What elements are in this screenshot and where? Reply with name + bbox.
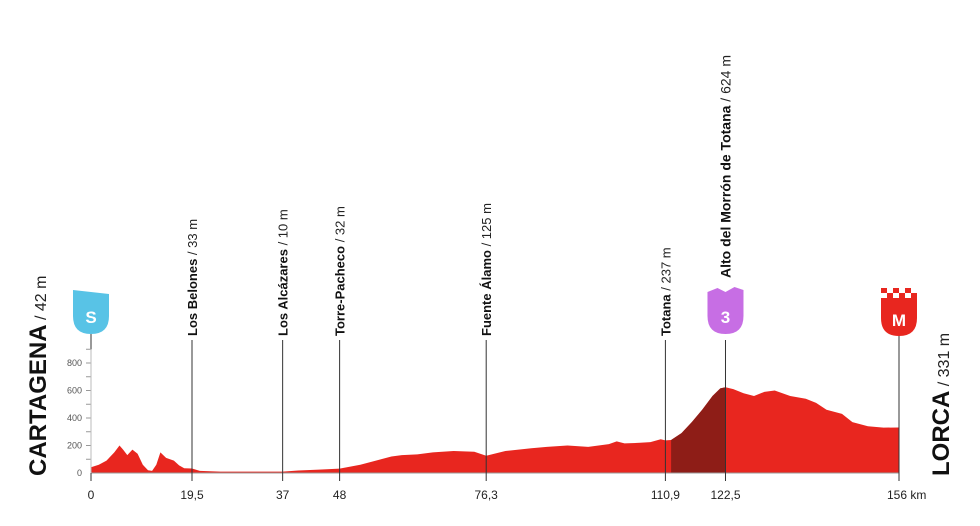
- x-axis: 0 19,5 37 48 76,3 110,9 122,5 156 km: [88, 488, 927, 502]
- finish-checker: [899, 288, 905, 293]
- waypoint-name: Los Belones: [185, 259, 200, 336]
- waypoint-altitude: / 32 m: [333, 206, 348, 246]
- waypoint-label: Los Belones / 33 m: [185, 219, 200, 336]
- start-label: CARTAGENA / 42 m: [25, 276, 52, 476]
- y-tick-label: 200: [67, 441, 82, 451]
- x-tick-label: 37: [276, 488, 290, 502]
- waypoint-label: Totana / 237 m: [658, 247, 673, 336]
- y-tick-label: 0: [77, 468, 82, 478]
- y-tick-label: 600: [67, 386, 82, 396]
- waypoint-altitude: / 237 m: [658, 247, 673, 294]
- finish-checker: [881, 293, 887, 298]
- x-tick-label: 110,9: [651, 488, 680, 502]
- waypoint-name: Los Alcázares: [276, 249, 291, 336]
- profile-area: [91, 387, 899, 474]
- finish-checker: [899, 293, 905, 298]
- start-label-altitude: / 42 m: [33, 276, 50, 325]
- finish-checker: [887, 293, 893, 298]
- x-tick-label: 0: [88, 488, 95, 502]
- badges: S 3 M: [73, 287, 917, 336]
- waypoint-name: Fuente Álamo: [479, 250, 494, 336]
- kom-badge-label: 3: [721, 308, 730, 327]
- climb-fill: [671, 387, 726, 473]
- waypoint-label: Los Alcázares / 10 m: [276, 209, 291, 336]
- waypoint-labels: Los Belones / 33 m Los Alcázares / 10 m To…: [185, 55, 733, 336]
- waypoint-name: Alto del Morrón de Totana: [717, 105, 733, 278]
- waypoint-altitude: / 10 m: [276, 209, 291, 249]
- start-badge-label: S: [85, 308, 96, 327]
- finish-checker: [887, 288, 893, 293]
- finish-checker: [911, 293, 917, 298]
- finish-checker: [881, 288, 887, 293]
- waypoint-altitude: / 624 m: [717, 55, 733, 106]
- waypoint-lines: [90, 332, 900, 481]
- finish-badge: [881, 298, 917, 336]
- waypoint-name: Torre-Pacheco: [333, 246, 348, 336]
- waypoint-altitude: / 125 m: [479, 203, 494, 250]
- finish-badge-label: M: [892, 311, 906, 330]
- x-tick-label: 156 km: [887, 488, 926, 502]
- x-tick-label: 19,5: [180, 488, 204, 502]
- start-badge: [73, 296, 109, 334]
- finish-checker: [905, 293, 911, 298]
- finish-checker: [893, 293, 899, 298]
- endpoint-labels: CARTAGENA / 42 m LORCA / 331 m: [25, 276, 955, 476]
- finish-label-name: LORCA: [928, 391, 955, 476]
- kom-badge-peaks: [707, 287, 744, 297]
- start-badge-flag: [73, 290, 109, 297]
- kom-badge: [707, 296, 744, 334]
- finish-label: LORCA / 331 m: [928, 333, 955, 476]
- x-tick-label: 76,3: [475, 488, 499, 502]
- y-tick-label: 800: [67, 358, 82, 368]
- y-axis: 0 200 400 600 800: [67, 348, 92, 478]
- waypoint-altitude: / 33 m: [185, 219, 200, 259]
- waypoint-label: Fuente Álamo / 125 m: [479, 203, 494, 336]
- finish-checker: [911, 288, 917, 293]
- finish-label-altitude: / 331 m: [936, 333, 953, 391]
- y-tick-label: 400: [67, 413, 82, 423]
- x-tick-label: 122,5: [710, 488, 740, 502]
- waypoint-name: Totana: [658, 294, 673, 336]
- waypoint-label: Torre-Pacheco / 32 m: [333, 206, 348, 336]
- finish-checker: [905, 288, 911, 293]
- finish-checker: [893, 288, 899, 293]
- start-label-name: CARTAGENA: [25, 324, 52, 476]
- profile-fill: [91, 387, 899, 473]
- waypoint-label: Alto del Morrón de Totana / 624 m: [717, 55, 733, 278]
- x-tick-label: 48: [333, 488, 347, 502]
